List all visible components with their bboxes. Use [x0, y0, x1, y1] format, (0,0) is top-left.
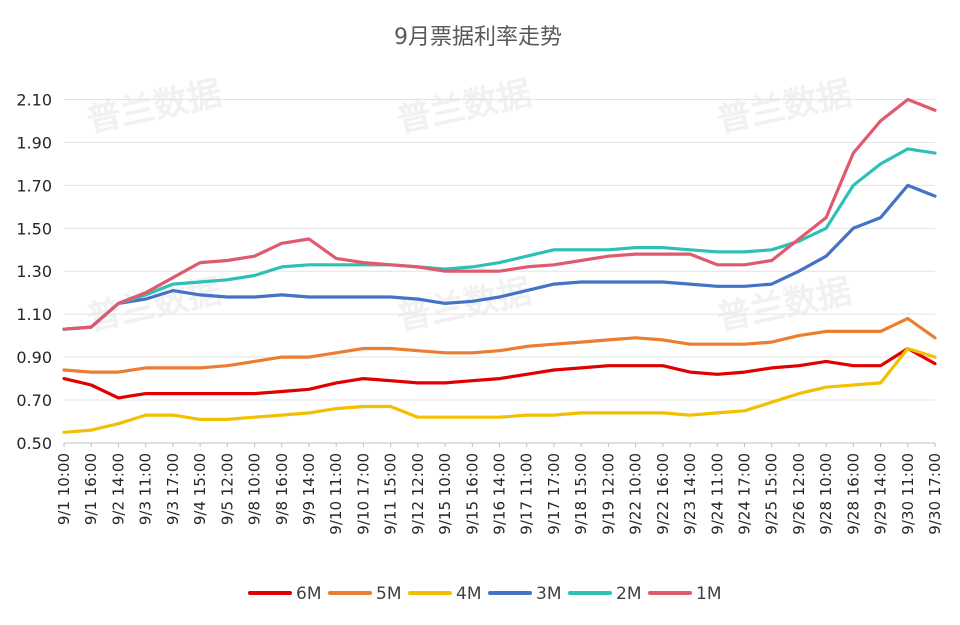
x-tick-label: 9/17 17:00 — [545, 453, 563, 535]
x-tick-label: 9/17 11:00 — [518, 453, 536, 535]
legend-label-1m: 1M — [696, 584, 721, 604]
x-tick-label: 9/23 14:00 — [681, 453, 699, 535]
x-tick-label: 9/1 16:00 — [82, 453, 100, 525]
x-tick-label: 9/16 14:00 — [491, 453, 509, 535]
x-tick-label: 9/24 11:00 — [708, 453, 726, 535]
watermark-text: 普兰数据 — [394, 73, 535, 140]
chart-title: 9月票据利率走势 — [394, 25, 562, 50]
x-tick-label: 9/3 17:00 — [164, 453, 182, 525]
x-tick-label: 9/12 12:00 — [409, 453, 427, 535]
x-tick-label: 9/10 17:00 — [354, 453, 372, 535]
x-tick-label: 9/30 11:00 — [899, 453, 917, 535]
series-line-4m — [62, 346, 937, 434]
y-tick-label: 2.10 — [16, 90, 52, 109]
legend: 6M 5M 4M 3M 2M 1M — [248, 584, 721, 604]
x-tick-label: 9/4 15:00 — [191, 453, 209, 525]
y-tick-label: 0.70 — [16, 391, 52, 410]
watermark-text: 普兰数据 — [394, 271, 535, 338]
series-line-6m — [62, 346, 937, 400]
x-tick-label: 9/19 12:00 — [599, 453, 617, 535]
x-tick-label: 9/15 10:00 — [436, 453, 454, 535]
x-tick-label: 9/11 15:00 — [382, 453, 400, 535]
x-tick-label: 9/15 16:00 — [463, 453, 481, 535]
y-tick-label: 1.30 — [16, 262, 52, 281]
gridlines — [64, 98, 935, 444]
x-tick-label: 9/9 14:00 — [300, 453, 318, 525]
x-tick-label: 9/26 12:00 — [790, 453, 808, 535]
x-axis-ticks: 9/1 10:00 9/1 16:00 9/2 14:00 9/3 11:00 9/3 … — [55, 443, 944, 535]
legend-label-2m: 2M — [616, 584, 641, 604]
legend-label-6m: 6M — [296, 584, 321, 604]
y-tick-label: 1.10 — [16, 305, 52, 324]
x-tick-label: 9/10 11:00 — [327, 453, 345, 535]
x-tick-label: 9/22 16:00 — [654, 453, 672, 535]
y-tick-label: 1.90 — [16, 133, 52, 152]
watermark-text: 普兰数据 — [84, 73, 225, 140]
x-tick-label: 9/5 12:00 — [218, 453, 236, 525]
y-tick-label: 1.70 — [16, 176, 52, 195]
series-lines — [62, 97, 937, 434]
x-tick-label: 9/8 10:00 — [246, 453, 264, 525]
x-tick-label: 9/1 10:00 — [55, 453, 73, 525]
y-tick-label: 0.90 — [16, 348, 52, 367]
legend-label-4m: 4M — [456, 584, 481, 604]
legend-label-5m: 5M — [376, 584, 401, 604]
x-tick-label: 9/25 15:00 — [763, 453, 781, 535]
x-tick-label: 9/22 10:00 — [627, 453, 645, 535]
y-tick-label: 1.50 — [16, 219, 52, 238]
series-line-5m — [62, 316, 937, 374]
legend-label-3m: 3M — [536, 584, 561, 604]
series-line-2m — [62, 147, 937, 331]
watermark-text: 普兰数据 — [714, 73, 855, 140]
watermark-text: 普兰数据 — [714, 271, 855, 338]
y-axis-ticks: 0.50 0.70 0.90 1.10 1.30 1.50 1.70 1.90 2.10 — [16, 90, 52, 453]
x-tick-label: 9/2 14:00 — [109, 453, 127, 525]
x-tick-label: 9/30 17:00 — [926, 453, 944, 535]
series-line-1m — [62, 97, 937, 331]
x-tick-label: 9/24 17:00 — [735, 453, 753, 535]
series-line-3m — [62, 183, 937, 331]
x-tick-label: 9/3 11:00 — [137, 453, 155, 525]
y-tick-label: 0.50 — [16, 434, 52, 453]
x-tick-label: 9/28 16:00 — [844, 453, 862, 535]
x-tick-label: 9/28 10:00 — [817, 453, 835, 535]
x-tick-label: 9/8 16:00 — [273, 453, 291, 525]
x-tick-label: 9/29 14:00 — [872, 453, 890, 535]
x-tick-label: 9/18 15:00 — [572, 453, 590, 535]
